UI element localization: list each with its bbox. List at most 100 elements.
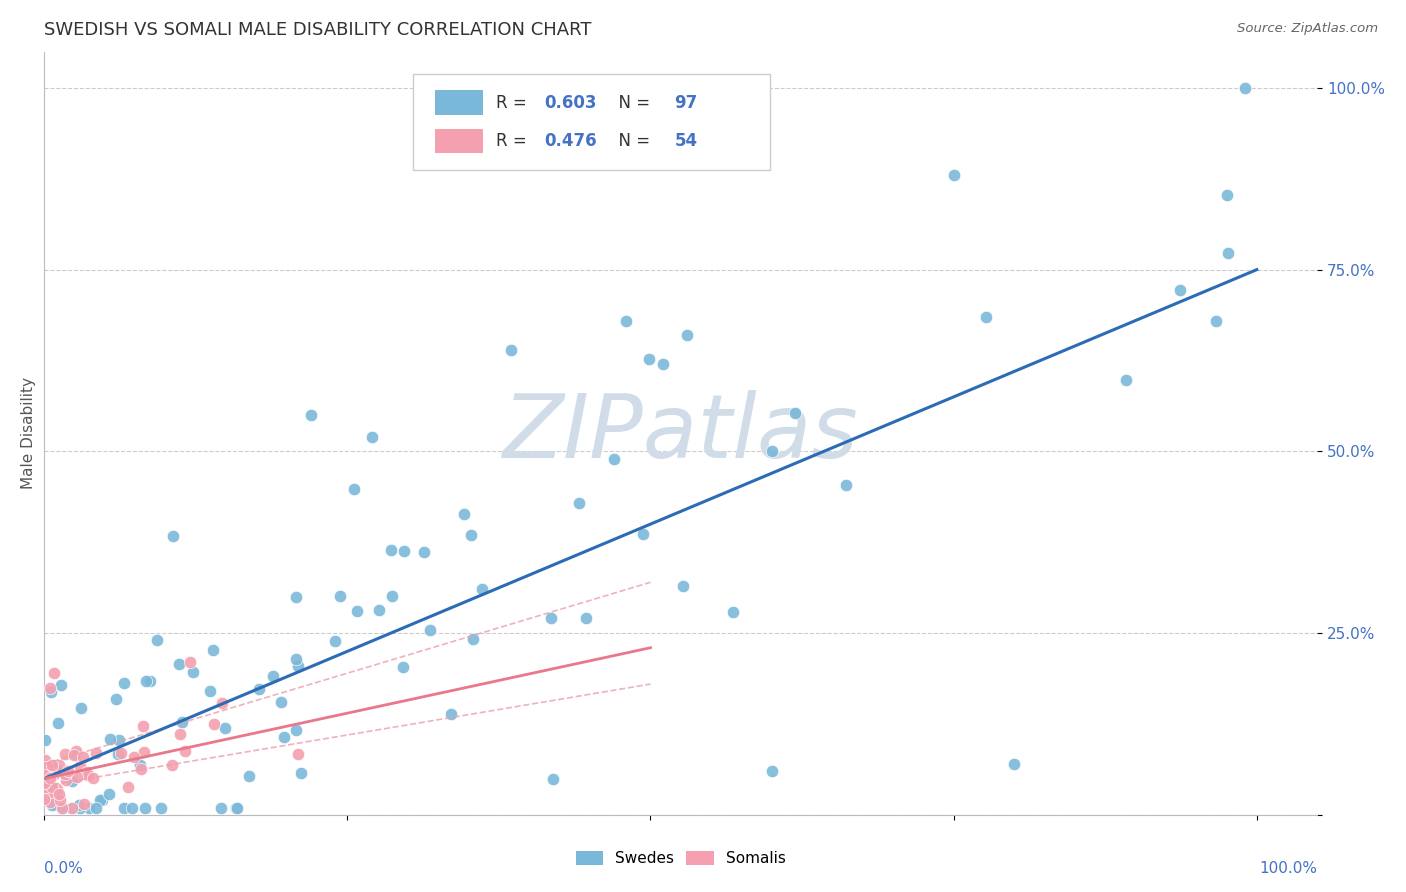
Point [45, 763, 67, 777]
Point [761, 444, 783, 458]
Point [974, 310, 997, 324]
Point [471, 582, 494, 596]
Point [39, 785, 62, 799]
Point [247, 681, 270, 696]
Point [112, 676, 135, 690]
Point [32, 760, 55, 774]
Y-axis label: Male Disability: Male Disability [21, 377, 35, 489]
FancyBboxPatch shape [434, 128, 484, 153]
Point [419, 624, 441, 638]
Point [273, 730, 295, 744]
Point [460, 528, 482, 542]
Point [69, 701, 91, 715]
Point [34, 758, 56, 772]
Text: ZIPatlas: ZIPatlas [503, 390, 859, 476]
Point [162, 529, 184, 543]
Point [122, 750, 145, 764]
Point [1002, 757, 1025, 772]
Point [65, 770, 87, 784]
Point [34, 733, 56, 747]
Point [638, 352, 661, 367]
Point [198, 684, 221, 698]
Point [360, 430, 382, 444]
Point [170, 714, 193, 729]
Point [1216, 188, 1239, 202]
Point [44, 766, 66, 780]
Point [614, 313, 637, 327]
Point [285, 590, 308, 604]
Point [139, 673, 162, 688]
Text: 0.603: 0.603 [544, 94, 598, 112]
Point [60, 800, 83, 814]
Point [368, 603, 391, 617]
Point [651, 357, 673, 371]
Point [51, 800, 73, 814]
Point [34, 790, 56, 805]
Point [1205, 314, 1227, 328]
Point [575, 611, 598, 625]
Point [48, 757, 70, 772]
Point [671, 579, 693, 593]
Point [117, 780, 139, 794]
Point [46, 782, 69, 797]
Point [48, 793, 70, 807]
Point [214, 722, 236, 736]
Point [167, 657, 190, 671]
Point [63, 748, 86, 763]
Point [202, 642, 225, 657]
Point [238, 769, 260, 783]
Point [121, 800, 143, 814]
Point [55, 766, 77, 780]
Point [76, 768, 98, 782]
Point [34, 769, 56, 783]
Text: 100.0%: 100.0% [1260, 861, 1317, 876]
Point [181, 665, 204, 679]
Point [60, 800, 83, 814]
Point [34, 753, 56, 767]
Point [84, 746, 107, 760]
Point [98, 731, 121, 746]
Point [1170, 283, 1192, 297]
Text: 97: 97 [675, 94, 697, 112]
Point [173, 743, 195, 757]
Point [835, 477, 858, 491]
Point [112, 800, 135, 814]
Point [209, 800, 232, 814]
Point [32, 768, 55, 782]
Point [34, 775, 56, 789]
Point [285, 652, 308, 666]
Text: Source: ZipAtlas.com: Source: ZipAtlas.com [1237, 22, 1378, 36]
Point [149, 800, 172, 814]
Point [32, 775, 55, 789]
Text: 0.476: 0.476 [544, 132, 598, 150]
Point [49, 678, 72, 692]
Text: 0.0%: 0.0% [44, 861, 83, 876]
Point [453, 507, 475, 521]
Point [439, 706, 461, 721]
Point [461, 632, 484, 646]
Point [290, 765, 312, 780]
Point [329, 589, 352, 603]
Point [65, 744, 87, 758]
Point [381, 589, 404, 603]
Point [1233, 80, 1256, 95]
Point [44, 785, 66, 799]
Point [202, 717, 225, 731]
Point [41, 797, 63, 812]
Point [540, 611, 562, 625]
FancyBboxPatch shape [434, 90, 484, 115]
Point [284, 723, 307, 737]
Point [543, 772, 565, 786]
Point [69, 800, 91, 814]
Point [32, 792, 55, 806]
Point [38, 795, 60, 809]
Point [299, 408, 322, 422]
Point [287, 747, 309, 762]
Point [41, 685, 63, 699]
Point [1115, 373, 1137, 387]
Point [107, 747, 129, 761]
Point [413, 545, 436, 559]
Point [392, 544, 415, 558]
Point [34, 775, 56, 789]
Point [134, 800, 156, 814]
